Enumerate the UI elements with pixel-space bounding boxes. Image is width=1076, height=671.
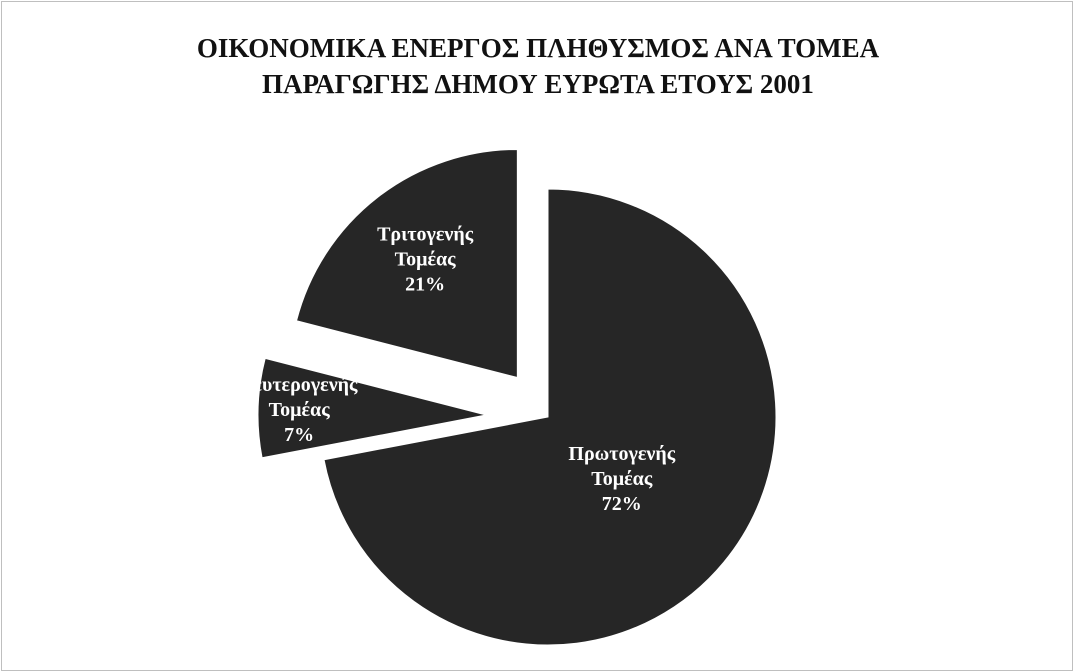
pie-slices [257, 148, 777, 646]
slice-name-label: Τομέας [269, 399, 331, 421]
slice-value-label: 72% [602, 493, 642, 515]
slice-name-label: Δευτερογενής [241, 374, 358, 396]
slice-name-label: Τομέας [395, 249, 457, 271]
slice-name-label: Πρωτογενής [568, 443, 675, 465]
chart-title-line-2: ΠΑΡΑΓΩΓΗΣ ΔΗΜΟΥ ΕΥΡΩΤΑ ΕΤΟΥΣ 2001 [262, 69, 814, 99]
slice-label-3: Τριτογενής Τομέας 21% [377, 224, 474, 296]
slice-name-label: Τριτογενής [377, 224, 474, 246]
pie-labels: Πρωτογενής Τομέας 72% Δευτερογενής Τομέας 7% Τ… [241, 224, 676, 515]
pie-slice-3 [295, 148, 518, 379]
slice-value-label: 7% [284, 424, 314, 446]
slice-label-1: Πρωτογενής Τομέας 72% [568, 443, 675, 515]
chart-title-line-1: ΟΙΚΟΝΟΜΙΚΑ ΕΝΕΡΓΟΣ ΠΛΗΘΥΣΜΟΣ ΑΝΑ ΤΟΜΕΑ [196, 33, 880, 63]
slice-label-2: Δευτερογενής Τομέας 7% [241, 374, 358, 446]
slice-value-label: 21% [405, 274, 445, 296]
pie-slice-1 [323, 188, 777, 646]
pie-slice-2 [257, 357, 487, 459]
slice-name-label: Τομέας [591, 468, 653, 490]
chart-title: ΟΙΚΟΝΟΜΙΚΑ ΕΝΕΡΓΟΣ ΠΛΗΘΥΣΜΟΣ ΑΝΑ ΤΟΜΕΑ Π… [0, 30, 1076, 102]
